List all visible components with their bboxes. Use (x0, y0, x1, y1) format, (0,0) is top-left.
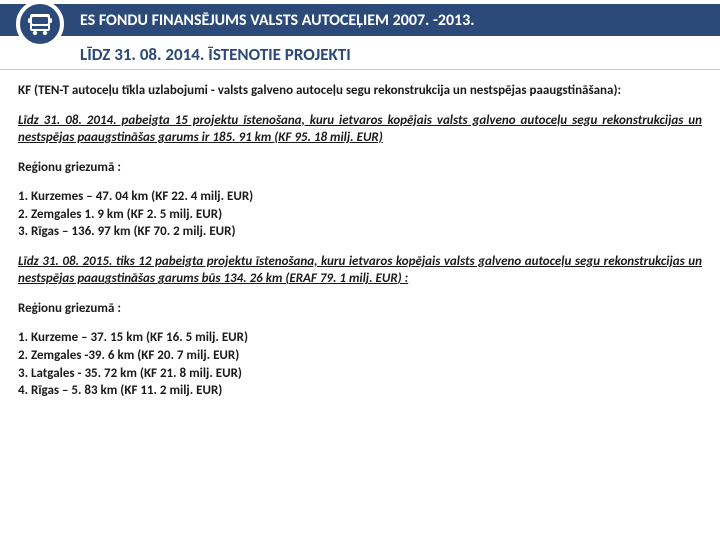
subtitle-text: LĪDZ 31. 08. 2014. ĪSTENOTIE PROJEKTI (80, 44, 351, 65)
subtitle-bar: LĪDZ 31. 08. 2014. ĪSTENOTIE PROJEKTI (0, 40, 720, 70)
list-item: 2. Zemgales -39. 6 km (KF 20. 7 milj. EU… (18, 347, 702, 365)
status-2015: Līdz 31. 08. 2015. tiks 12 pabeigta proj… (18, 253, 702, 288)
regions-heading-1: Reģionu griezumā : (18, 159, 702, 177)
header-title: ES FONDU FINANSĒJUMS VALSTS AUTOCEĻIEM 2… (80, 11, 475, 30)
content-area: KF (TEN-T autoceļu tīkla uzlabojumi - va… (18, 82, 702, 412)
list-item: 1. Kurzeme – 37. 15 km (KF 16. 5 milj. E… (18, 329, 702, 347)
list-item: 3. Rīgas – 136. 97 km (KF 70. 2 milj. EU… (18, 223, 702, 241)
logo-circle (16, 0, 64, 48)
header-bar: ES FONDU FINANSĒJUMS VALSTS AUTOCEĻIEM 2… (0, 4, 720, 36)
list-item: 1. Kurzemes – 47. 04 km (KF 22. 4 milj. … (18, 188, 702, 206)
regions-heading-2: Reģionu griezumā : (18, 300, 702, 318)
region-list-1: 1. Kurzemes – 47. 04 km (KF 22. 4 milj. … (18, 188, 702, 241)
status-2014: Līdz 31. 08. 2014. pabeigta 15 projektu … (18, 112, 702, 147)
intro-paragraph: KF (TEN-T autoceļu tīkla uzlabojumi - va… (18, 82, 702, 100)
list-item: 2. Zemgales 1. 9 km (KF 2. 5 milj. EUR) (18, 206, 702, 224)
list-item: 3. Latgales - 35. 72 km (KF 21. 8 milj. … (18, 365, 702, 383)
region-list-2: 1. Kurzeme – 37. 15 km (KF 16. 5 milj. E… (18, 329, 702, 399)
list-item: 4. Rīgas – 5. 83 km (KF 11. 2 milj. EUR) (18, 382, 702, 400)
bus-icon (25, 9, 55, 39)
